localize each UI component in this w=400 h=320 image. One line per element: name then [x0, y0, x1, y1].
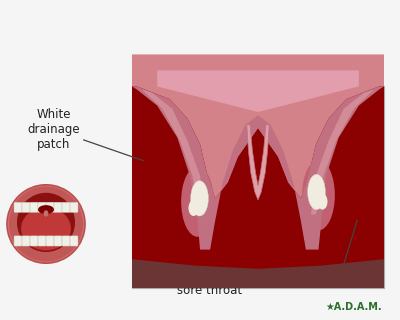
Text: White
drainage
patch: White drainage patch	[28, 108, 143, 161]
Ellipse shape	[191, 181, 208, 216]
FancyBboxPatch shape	[30, 236, 38, 246]
Ellipse shape	[318, 194, 328, 210]
Ellipse shape	[9, 186, 83, 262]
Text: ★A.D.A.M.: ★A.D.A.M.	[326, 302, 382, 312]
Polygon shape	[132, 259, 384, 288]
FancyBboxPatch shape	[30, 202, 38, 212]
Ellipse shape	[17, 237, 75, 246]
Polygon shape	[132, 54, 384, 198]
Polygon shape	[157, 70, 359, 112]
Ellipse shape	[302, 160, 335, 230]
Polygon shape	[132, 86, 258, 250]
Ellipse shape	[188, 200, 198, 216]
FancyBboxPatch shape	[46, 236, 54, 246]
FancyBboxPatch shape	[62, 236, 70, 246]
Ellipse shape	[181, 166, 214, 237]
FancyBboxPatch shape	[70, 202, 78, 212]
Ellipse shape	[7, 185, 85, 263]
Bar	[132, 86, 384, 288]
Polygon shape	[311, 90, 374, 214]
Text: Swollen and
sore throat: Swollen and sore throat	[174, 269, 246, 297]
Ellipse shape	[308, 174, 325, 210]
FancyBboxPatch shape	[54, 202, 62, 212]
FancyBboxPatch shape	[38, 236, 46, 246]
Polygon shape	[247, 125, 269, 200]
FancyBboxPatch shape	[14, 236, 22, 246]
FancyBboxPatch shape	[54, 236, 62, 246]
Bar	[132, 86, 384, 288]
FancyBboxPatch shape	[38, 202, 46, 212]
Ellipse shape	[17, 202, 75, 211]
Ellipse shape	[21, 207, 71, 251]
FancyBboxPatch shape	[46, 202, 54, 212]
Polygon shape	[142, 90, 205, 214]
FancyBboxPatch shape	[22, 236, 30, 246]
FancyBboxPatch shape	[22, 202, 30, 212]
Ellipse shape	[17, 193, 75, 252]
FancyBboxPatch shape	[62, 202, 70, 212]
Ellipse shape	[38, 205, 54, 214]
Ellipse shape	[44, 210, 48, 217]
Text: Tonsil: Tonsil	[322, 220, 357, 290]
FancyBboxPatch shape	[14, 202, 22, 212]
Polygon shape	[258, 86, 384, 250]
FancyBboxPatch shape	[70, 236, 78, 246]
